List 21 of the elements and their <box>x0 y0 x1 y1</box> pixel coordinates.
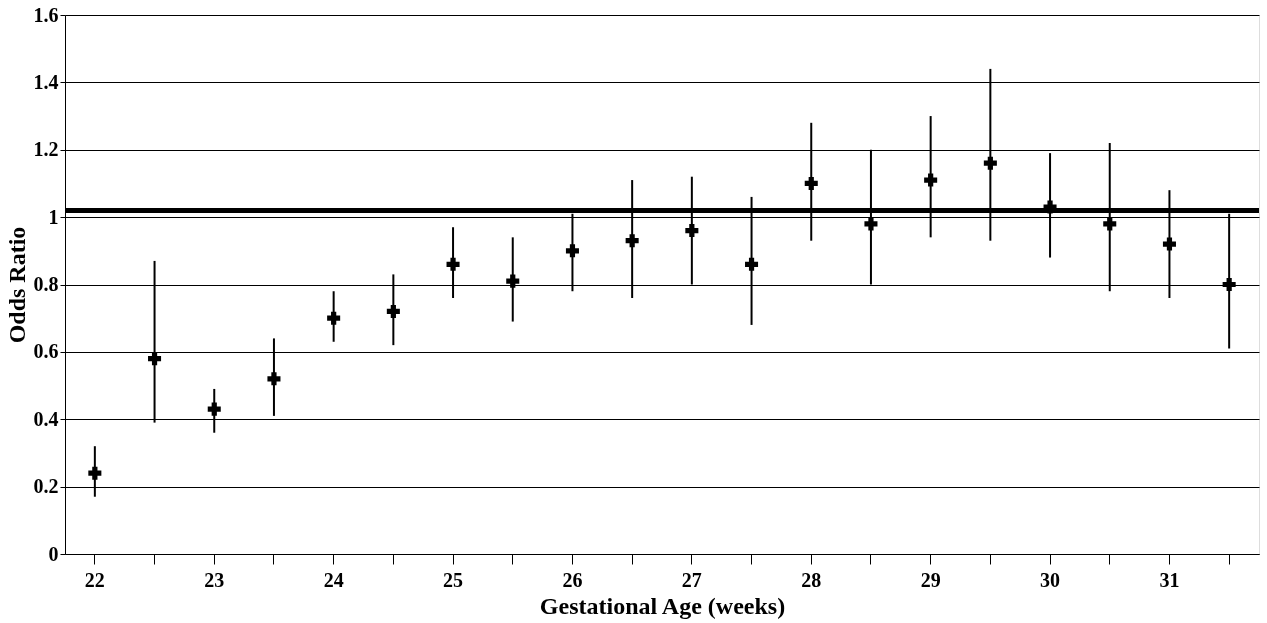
y-tick-label: 1.6 <box>33 3 59 26</box>
x-tick-label: 26 <box>562 568 583 591</box>
x-tick-label: 27 <box>681 568 702 591</box>
y-axis-title: Odds Ratio <box>3 226 30 344</box>
x-tick-label: 24 <box>323 568 344 591</box>
y-tick-label: 1.2 <box>33 138 59 161</box>
x-tick-label: 30 <box>1040 568 1061 591</box>
y-tick-label: 0.8 <box>33 273 59 295</box>
x-tick-label: 25 <box>443 568 464 591</box>
y-tick-label: 1.4 <box>33 70 59 93</box>
y-tick-label: 0.2 <box>33 475 59 498</box>
y-tick-label: 0.6 <box>33 340 59 363</box>
x-tick-label: 31 <box>1159 568 1180 591</box>
y-tick-label: 0.4 <box>33 407 59 430</box>
x-axis-title: Gestational Age (weeks) <box>539 592 786 619</box>
x-tick-label: 23 <box>204 568 225 591</box>
y-tick-label: 0 <box>48 542 59 565</box>
y-tick-label: 1 <box>48 205 59 228</box>
x-tick-label: 22 <box>84 568 105 591</box>
x-tick-label: 29 <box>920 568 941 591</box>
x-tick-label: 28 <box>801 568 822 591</box>
